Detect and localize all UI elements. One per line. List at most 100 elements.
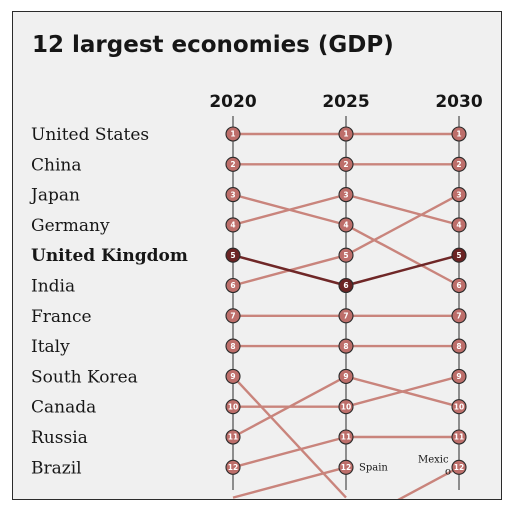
rank-marker-united-kingdom-2030: [451, 247, 467, 263]
rank-number-china-2030: 2: [456, 160, 461, 169]
rank-marker-brazil-2020: [225, 459, 241, 475]
rank-marker-china-2025: [338, 156, 354, 172]
chart-title: 12 largest economies (GDP): [32, 32, 394, 58]
rank-marker-canada-2020: [225, 399, 241, 415]
rank-marker-germany-2025: [338, 187, 354, 203]
rank-marker-russia-2030: [451, 399, 467, 415]
series-line-mexico-2: [397, 466, 460, 499]
rank-number-japan-2030: 6: [456, 281, 461, 290]
country-label-canada: Canada: [31, 398, 96, 418]
rank-number-brazil-2030: 11: [454, 433, 464, 442]
rank-marker-spain-2025: [338, 459, 354, 475]
rank-number-russia-2020: 11: [228, 433, 238, 442]
rank-marker-brazil-2030: [451, 429, 467, 445]
country-label-china: China: [31, 155, 81, 175]
rank-number-united-states-2025: 1: [343, 130, 348, 139]
rank-number-france-2020: 7: [230, 312, 235, 321]
series-line-brazil-1: [232, 435, 347, 469]
rank-number-brazil-2025: 11: [341, 433, 351, 442]
rank-number-japan-2025: 4: [343, 221, 348, 230]
rank-number-china-2020: 2: [230, 160, 235, 169]
rank-marker-germany-2030: [451, 217, 467, 233]
country-label-russia: Russia: [31, 428, 88, 448]
bump-chart: 12 largest economies (GDP) 2020 2025 2030 …: [29, 32, 483, 499]
rank-marker-germany-2020: [225, 217, 241, 233]
rank-marker-russia-2025: [338, 368, 354, 384]
rank-marker-united-states-2030: [451, 126, 467, 142]
rank-marker-south-korea-2020: [225, 368, 241, 384]
series-line-japan-2: [345, 223, 460, 287]
year-label-2020: 2020: [209, 92, 256, 112]
rank-number-mexico-2030: 12: [454, 463, 464, 472]
rank-number-germany-2025: 3: [343, 190, 348, 199]
rank-marker-canada-2030: [451, 368, 467, 384]
series-line-germany-1: [232, 193, 347, 227]
country-label-south-korea: South Korea: [31, 367, 138, 387]
inline-label-1: Spain: [359, 462, 388, 473]
rank-marker-united-states-2025: [338, 126, 354, 142]
series-line-united-kingdom-2: [345, 253, 460, 287]
country-label-india: India: [31, 277, 75, 297]
series-line-russia-1: [232, 375, 347, 439]
rank-marker-united-states-2020: [225, 126, 241, 142]
rank-number-united-states-2030: 1: [456, 130, 461, 139]
rank-number-india-2030: 3: [456, 190, 461, 199]
rank-marker-united-kingdom-2025: [338, 277, 354, 294]
rank-marker-india-2030: [451, 187, 467, 203]
rank-marker-united-kingdom-2020: [225, 247, 241, 263]
country-label-united-kingdom: United Kingdom: [31, 246, 188, 266]
rank-marker-italy-2030: [451, 338, 467, 354]
rank-marker-china-2020: [225, 156, 241, 172]
series-line-russia-2: [345, 375, 460, 408]
rank-marker-brazil-2025: [338, 429, 354, 445]
rank-number-spain-2025: 12: [341, 463, 351, 472]
rank-marker-france-2020: [225, 308, 241, 324]
country-label-france: France: [31, 307, 92, 327]
rank-marker-france-2025: [338, 308, 354, 324]
rank-marker-india-2020: [225, 277, 241, 294]
rank-number-china-2025: 2: [343, 160, 348, 169]
rank-number-india-2020: 6: [230, 281, 235, 290]
rank-number-russia-2030: 10: [454, 402, 464, 411]
rank-marker-japan-2030: [451, 277, 467, 294]
inline-label-2-cont: o: [445, 466, 451, 477]
rank-number-canada-2025: 10: [341, 402, 351, 411]
rank-number-italy-2025: 8: [343, 342, 348, 351]
rank-marker-italy-2020: [225, 338, 241, 354]
rank-marker-canada-2025: [338, 399, 354, 415]
inline-label-2: Mexic: [418, 454, 449, 465]
rank-marker-china-2030: [451, 156, 467, 172]
rank-number-united-kingdom-2025: 6: [343, 281, 348, 290]
series-line-united-kingdom-1: [232, 253, 347, 287]
rank-marker-japan-2020: [225, 187, 241, 203]
rank-number-united-states-2020: 1: [230, 130, 235, 139]
rank-marker-india-2025: [338, 247, 354, 263]
country-label-united-states: United States: [31, 125, 149, 145]
series-line-spain-1: [232, 466, 347, 499]
country-label-germany: Germany: [31, 216, 110, 236]
rank-number-france-2025: 7: [343, 312, 348, 321]
rank-number-italy-2030: 8: [456, 342, 461, 351]
rank-number-united-kingdom-2020: 5: [230, 251, 235, 260]
rank-number-japan-2020: 3: [230, 190, 235, 199]
rank-number-canada-2020: 10: [228, 402, 238, 411]
series-line-germany-2: [345, 193, 460, 227]
rank-number-canada-2030: 9: [456, 372, 461, 381]
rank-number-france-2030: 7: [456, 312, 461, 321]
rank-number-india-2025: 5: [343, 251, 348, 260]
rank-number-south-korea-2020: 9: [230, 372, 235, 381]
country-label-brazil: Brazil: [31, 458, 82, 478]
rank-marker-japan-2025: [338, 217, 354, 233]
rank-marker-italy-2025: [338, 338, 354, 354]
series-line-south-korea-1: [232, 375, 347, 499]
rank-marker-russia-2020: [225, 429, 241, 445]
year-label-2025: 2025: [322, 92, 369, 112]
rank-marker-mexico-2030: [451, 459, 467, 475]
rank-marker-france-2030: [451, 308, 467, 324]
chart-card: 12 largest economies (GDP) 2020 2025 2030 …: [12, 11, 502, 500]
rank-number-italy-2020: 8: [230, 342, 235, 351]
rank-number-brazil-2020: 12: [228, 463, 238, 472]
country-label-japan: Japan: [29, 186, 80, 206]
year-label-2030: 2030: [435, 92, 482, 112]
rank-number-united-kingdom-2030: 5: [456, 251, 461, 260]
